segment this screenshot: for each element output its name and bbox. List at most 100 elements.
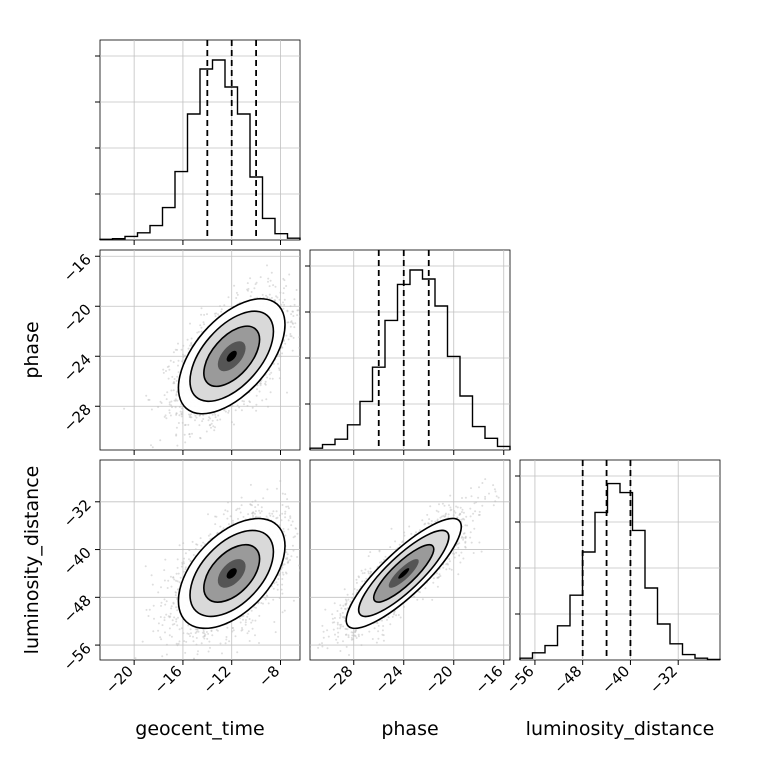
sample-point (298, 564, 300, 567)
sample-point (168, 409, 171, 412)
sample-point (292, 549, 295, 552)
sample-point (175, 394, 178, 397)
sample-point (285, 285, 288, 287)
panels-layer: −20 −16 −12 −8 −28 −24 −20 −16−56 −48 −40 −32−16−2… (60, 39, 721, 697)
sample-point (209, 423, 212, 426)
sample-point (222, 513, 225, 516)
sample-point (194, 419, 196, 422)
sample-point (271, 512, 274, 515)
sample-point (176, 375, 179, 378)
sample-point (242, 515, 245, 518)
sample-point (244, 623, 247, 626)
sample-point (184, 354, 186, 357)
sample-point (165, 600, 168, 603)
sample-point (217, 414, 220, 417)
sample-point (266, 264, 268, 267)
sample-point (209, 533, 212, 536)
sample-point (190, 342, 193, 345)
sample-point (282, 301, 284, 304)
sample-point (272, 510, 275, 513)
sample-point (165, 662, 167, 664)
sample-point (247, 630, 250, 633)
sample-point (215, 515, 218, 518)
sample-point (163, 616, 166, 619)
sample-point (159, 636, 162, 639)
sample-point (274, 285, 277, 288)
sample-point (168, 401, 171, 404)
sample-point (229, 515, 232, 518)
sample-point (259, 512, 262, 514)
sample-point (261, 399, 264, 402)
sample-point (283, 287, 285, 290)
sample-point (287, 507, 290, 510)
sample-point (173, 399, 176, 402)
sample-point (226, 510, 229, 513)
sample-point (227, 501, 229, 504)
sample-point (161, 655, 164, 658)
sample-point (244, 619, 247, 621)
sample-point (203, 637, 206, 640)
sample-point (212, 425, 215, 428)
sample-point (228, 640, 231, 643)
sample-point (144, 565, 147, 568)
sample-point (183, 562, 185, 565)
sample-point (177, 616, 179, 619)
sample-point (165, 653, 168, 656)
sample-point (183, 640, 186, 643)
sample-point (165, 398, 168, 401)
sample-point (298, 315, 300, 318)
sample-point (168, 627, 171, 630)
sample-point (269, 514, 272, 517)
sample-point (241, 400, 244, 402)
sample-point (236, 404, 239, 407)
sample-point (175, 413, 178, 416)
sample-point (269, 279, 272, 282)
sample-point (284, 510, 287, 513)
sample-point (202, 321, 205, 324)
sample-point (269, 377, 271, 380)
sample-point (296, 556, 299, 558)
sample-point (246, 632, 249, 635)
sample-point (216, 419, 219, 422)
sample-point (150, 444, 152, 447)
sample-point (183, 557, 185, 560)
sample-point (191, 432, 193, 435)
sample-point (175, 597, 178, 600)
sample-point (219, 525, 222, 528)
panel-frame (99, 249, 301, 451)
sample-point (295, 527, 297, 530)
sample-point (260, 506, 263, 509)
sample-point (258, 614, 261, 617)
sample-point (176, 624, 179, 627)
sample-point (250, 609, 253, 612)
sample-point (254, 506, 257, 509)
sample-point (290, 524, 293, 527)
sample-point (202, 541, 205, 544)
sample-point (161, 624, 164, 627)
sample-point (188, 549, 191, 552)
sample-point (258, 390, 261, 393)
sample-point (285, 505, 288, 508)
sample-point (236, 651, 239, 654)
sample-point (241, 628, 244, 631)
sample-point (207, 534, 210, 537)
sample-point (178, 640, 181, 643)
sample-point (267, 277, 270, 280)
sample-point (165, 643, 168, 646)
sample-point (281, 566, 284, 569)
sample-point (219, 418, 222, 421)
sample-point (172, 361, 175, 364)
sample-point (278, 514, 281, 517)
sample-point (170, 389, 173, 392)
sample-point (157, 629, 160, 632)
sample-point (180, 407, 183, 410)
sample-point (272, 515, 275, 518)
sample-point (255, 394, 258, 397)
sample-point (266, 488, 269, 491)
sample-point (178, 544, 181, 547)
sample-point (163, 619, 166, 622)
sample-point (232, 629, 235, 632)
sample-point (209, 646, 211, 649)
sample-point (162, 368, 165, 371)
sample-point (191, 540, 194, 543)
